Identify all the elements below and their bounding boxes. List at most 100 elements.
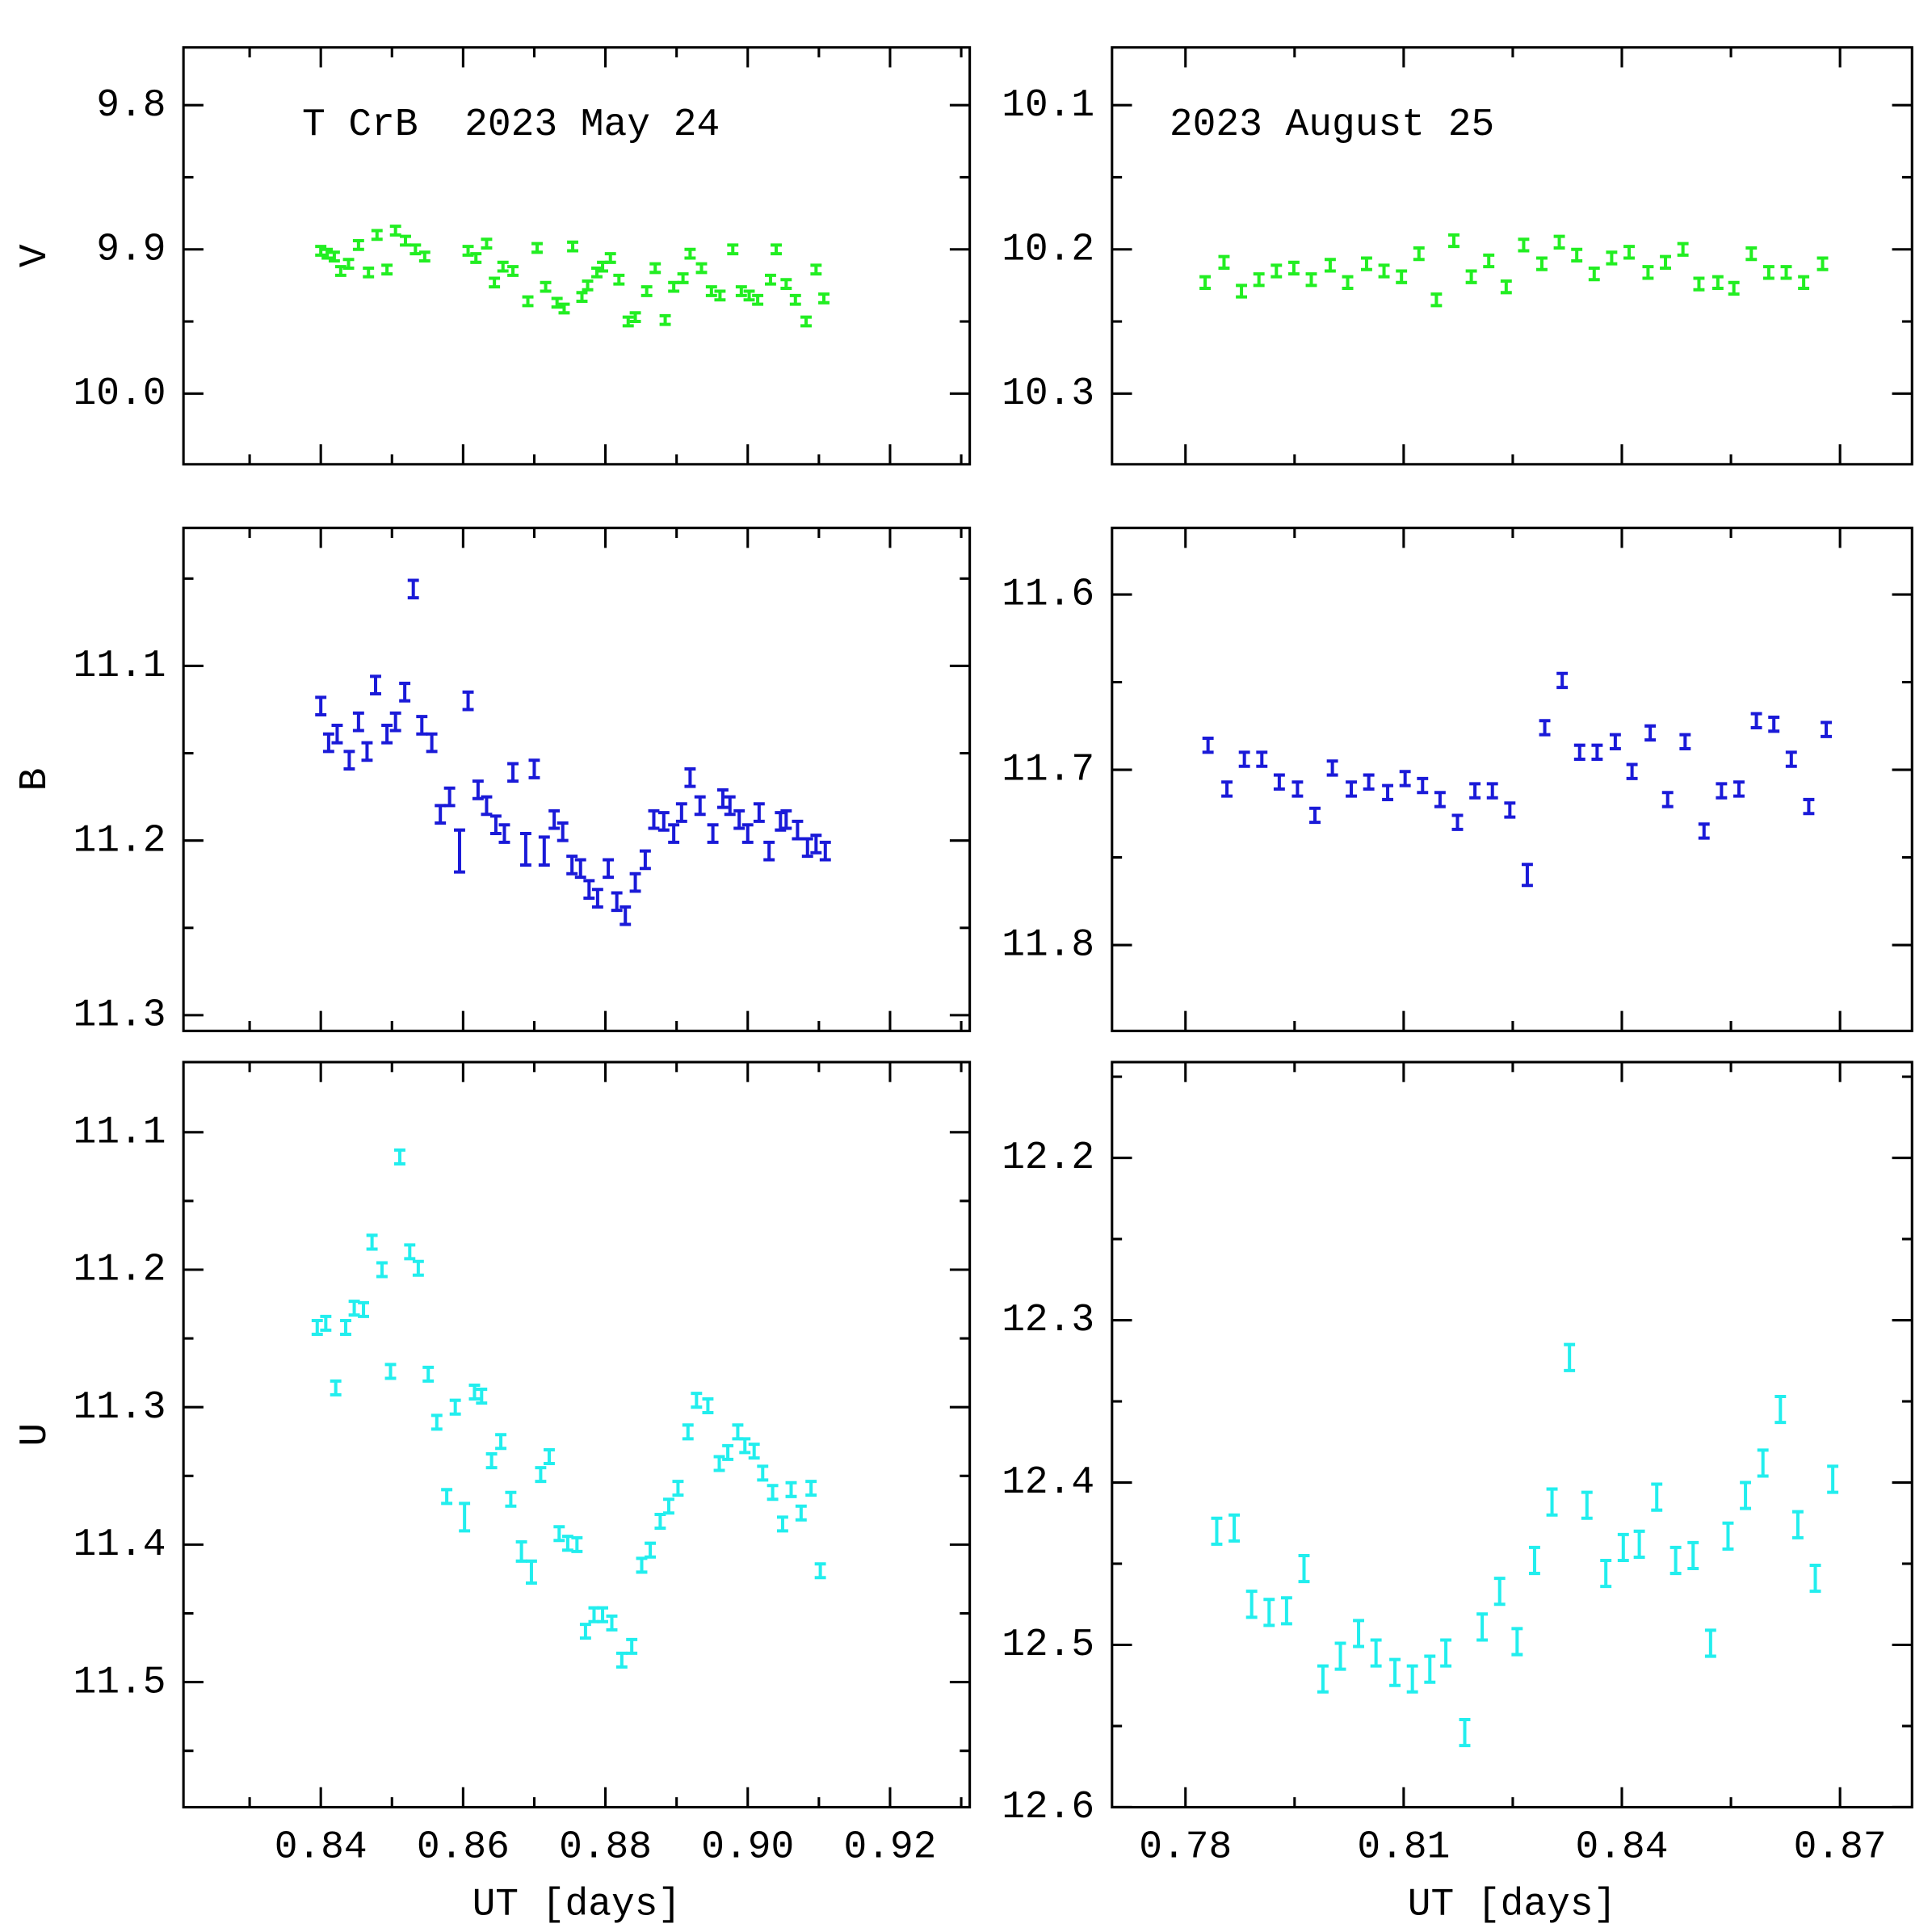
error-bar [495,1433,507,1451]
error-bar [789,293,801,306]
error-bar [1326,759,1338,777]
error-bar [668,823,680,844]
error-bar [472,779,484,800]
error-bar [1600,1558,1612,1589]
error-bar [476,1388,488,1405]
error-bar [654,1512,666,1530]
error-bar [1712,275,1724,290]
y-axis-label: U [14,1423,57,1447]
error-bar [752,293,764,306]
error-bar [776,1515,788,1533]
error-bar [1617,1532,1629,1562]
error-bar [1353,1619,1364,1648]
error-bar [1687,1540,1699,1571]
error-bar [765,273,776,286]
y-tick-label: 10.0 [74,372,166,416]
error-bar [1798,275,1810,290]
error-bar [321,247,334,260]
error-bar [1406,1664,1418,1694]
error-bar [363,266,375,279]
plot-frame [1111,1060,1913,1809]
error-bar [1236,284,1248,299]
error-bar [515,1539,527,1563]
error-bar [591,888,603,909]
error-bar [800,315,812,328]
error-bar [1504,801,1516,819]
error-bar [1263,1598,1275,1628]
error-bar [343,750,355,771]
error-bar [694,795,706,817]
error-bar [449,1398,461,1416]
error-bar [435,804,447,825]
error-bar [1609,733,1621,751]
y-tick-label: 10.3 [1002,372,1094,416]
error-bar [366,1233,378,1251]
error-bar [1679,733,1691,751]
error-bar [691,1392,703,1409]
error-bar [322,732,334,754]
error-bar [416,715,428,736]
error-bar [553,1525,565,1543]
error-bar [713,1455,725,1472]
error-bar [695,262,708,275]
error-bar [340,1318,351,1336]
error-bar [629,311,641,324]
error-bar [507,265,519,277]
error-bar [1346,780,1357,798]
error-bar [1434,791,1446,808]
error-bar [1493,1577,1506,1606]
error-bar [705,285,717,297]
error-bar [1539,719,1551,737]
x-tick-label: 0.90 [701,1826,794,1870]
error-bar [1476,1612,1489,1642]
error-bar [622,315,634,328]
error-bar [1334,1641,1346,1671]
error-bar [780,278,792,290]
x-axis-label: UT [days] [1408,1884,1617,1927]
error-bar [1465,269,1477,284]
error-bar [597,1606,609,1623]
error-bar [714,289,726,302]
error-bar [399,682,411,703]
error-bar [1757,1448,1769,1478]
y-tick-label: 11.7 [1002,749,1094,792]
error-bar [540,280,552,293]
error-bar [311,1318,323,1336]
error-bar [481,237,493,250]
error-bar [1536,256,1548,271]
error-bar [1827,1464,1839,1494]
x-axis-label: UT [days] [472,1884,682,1927]
error-bar [707,823,719,844]
error-bar [657,811,670,832]
error-bar [489,276,501,289]
error-bar [352,239,364,251]
error-bar [1378,263,1390,279]
error-bar [1588,266,1600,282]
error-bar [1728,280,1740,296]
error-bar [1211,1516,1223,1546]
error-bar [404,1243,416,1261]
error-bar [766,1484,779,1502]
error-bar [1521,863,1533,888]
error-bar [1661,791,1674,808]
error-bar [400,234,411,247]
error-bar [792,819,804,841]
error-bar [1571,247,1583,263]
error-bar [1382,783,1394,801]
error-bar [1780,265,1792,280]
y-tick-label: 11.6 [1002,573,1094,617]
y-tick-label: 12.3 [1002,1299,1094,1342]
error-bar [810,834,822,855]
error-bar [1483,253,1495,269]
error-bar [795,1504,807,1522]
error-bar [588,1606,600,1623]
y-tick-label: 10.2 [1002,228,1094,271]
error-bar [371,229,383,242]
error-bar [1722,1521,1734,1551]
error-bar [1253,272,1265,288]
x-tick-label: 0.87 [1794,1826,1887,1870]
error-bar [538,835,550,867]
error-bar [315,695,327,716]
